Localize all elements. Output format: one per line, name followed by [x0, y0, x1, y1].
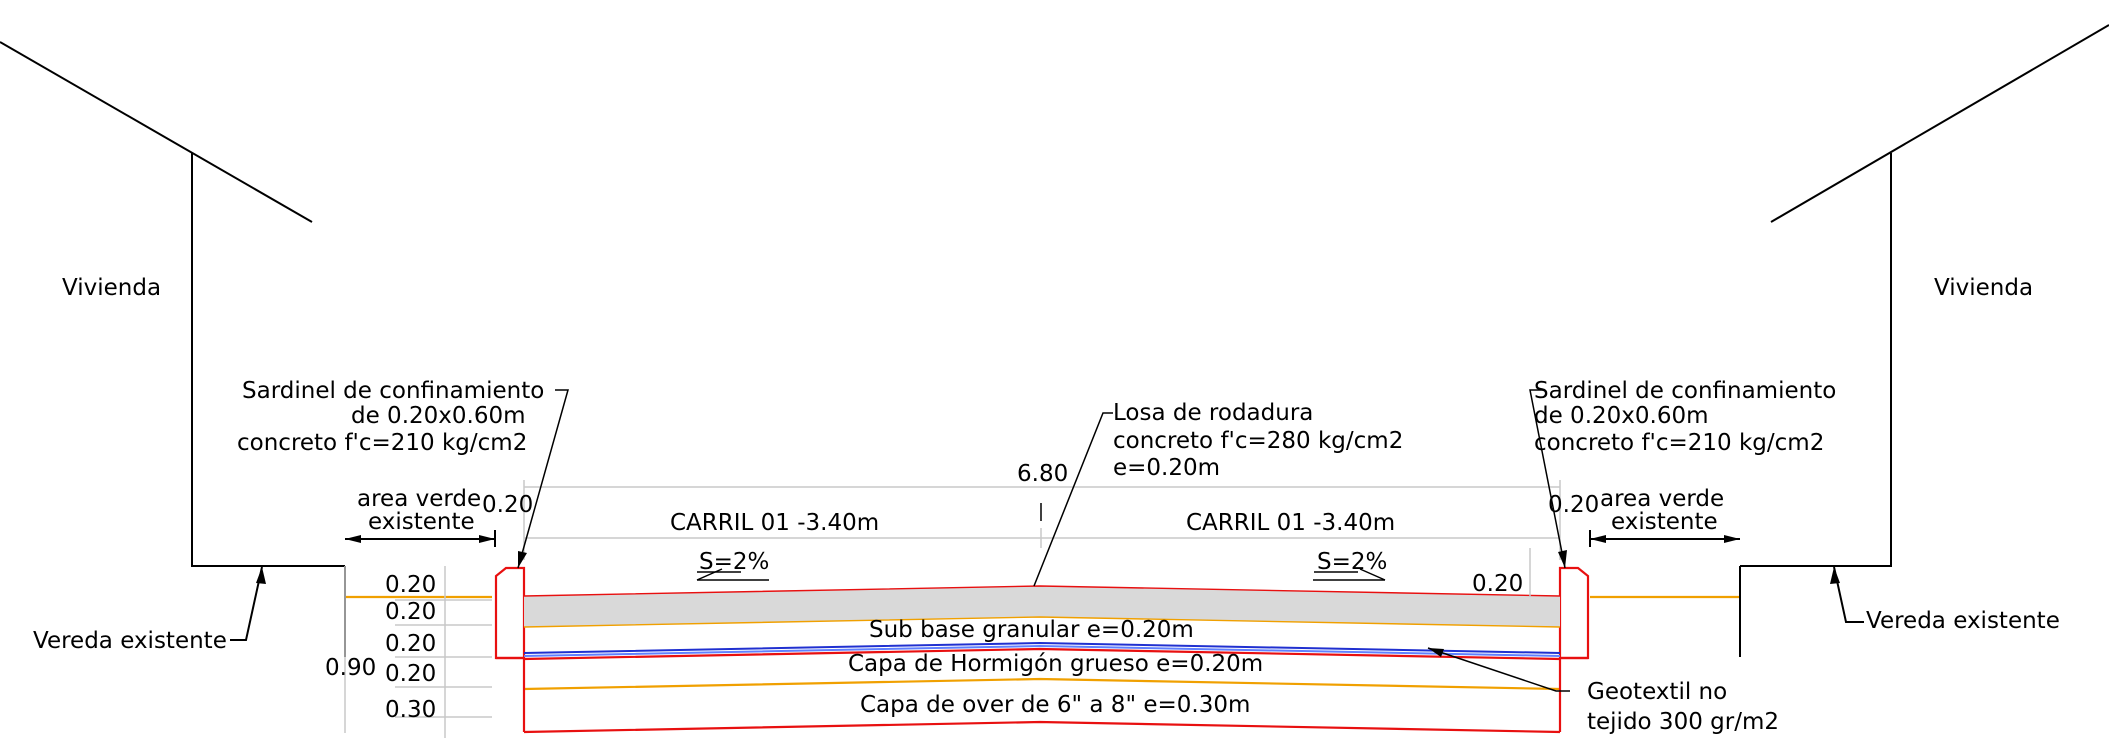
curb-left: [494, 566, 526, 660]
layer-depth-2: 0.20: [385, 599, 436, 625]
layer-right-depth: 0.20: [1472, 571, 1523, 597]
area-verde-left-line2: existente: [368, 509, 475, 535]
geotextile-layer: [496, 647, 1588, 661]
layer-depth-4: 0.20: [385, 661, 436, 687]
vereda-left-leader: [230, 566, 266, 641]
hormigon-label: Capa de Hormigón grueso e=0.20m: [848, 651, 1263, 677]
area-verde-left-line1: area verde: [357, 486, 481, 512]
vereda-right-label: Vereda existente: [1866, 608, 2060, 634]
curb-right-width: 0.20: [1548, 492, 1599, 518]
area-verde-right-line1: area verde: [1600, 486, 1724, 512]
curb-left-width: 0.20: [482, 492, 533, 518]
total-width-value: 6.80: [1017, 461, 1068, 487]
slope-left-label: S=2%: [699, 549, 769, 575]
green-area-right: [1589, 530, 1741, 657]
layer-depth-3: 0.20: [385, 631, 436, 657]
pavement-slab: [523, 585, 1561, 628]
sardinel-right-leader: [1529, 389, 1567, 569]
geotextil-line1: Geotextil no: [1587, 679, 1727, 705]
losa-leader: [1033, 412, 1113, 587]
total-depth-value: 0.90: [325, 655, 376, 681]
geotextil-line2: tejido 300 gr/m2: [1587, 709, 1779, 735]
losa-line1: Losa de rodadura: [1113, 400, 1313, 426]
vereda-left-label: Vereda existente: [33, 628, 227, 654]
slope-right-label: S=2%: [1317, 549, 1387, 575]
sardinel-left-line2: de 0.20x0.60m: [351, 403, 526, 429]
carril-right-label: CARRIL 01 -3.40m: [1186, 510, 1395, 536]
area-verde-right-line2: existente: [1611, 509, 1718, 535]
layer-depth-1: 0.20: [385, 572, 436, 598]
house-left: [0, 41, 345, 567]
curb-right: [1558, 566, 1590, 660]
sub-base-layer: [523, 641, 1561, 657]
layer-depth-5: 0.30: [385, 697, 436, 723]
sardinel-right-line1: Sardinel de confinamiento: [1534, 378, 1836, 404]
house-right: [1740, 24, 2109, 567]
sardinel-right-line3: concreto f'c=210 kg/cm2: [1534, 430, 1824, 456]
vivienda-right-label: Vivienda: [1934, 275, 2033, 301]
sardinel-left-leader: [517, 389, 569, 569]
slope-marker-left: [696, 568, 769, 581]
sub-base-label: Sub base granular e=0.20m: [869, 617, 1194, 643]
vivienda-left-label: Vivienda: [62, 275, 161, 301]
over-label: Capa de over de 6" a 8" e=0.30m: [860, 692, 1250, 718]
geotextil-leader: [1427, 647, 1570, 692]
vereda-right-leader: [1830, 566, 1864, 623]
carril-left-label: CARRIL 01 -3.40m: [670, 510, 879, 536]
slope-marker-right: [1313, 568, 1386, 581]
losa-line2: concreto f'c=280 kg/cm2: [1113, 428, 1403, 454]
losa-line3: e=0.20m: [1113, 455, 1220, 481]
lane-dimension: [524, 503, 1560, 548]
sardinel-left-line1: Sardinel de confinamiento: [242, 378, 544, 404]
depth-dimension-lines: [344, 548, 1531, 738]
hormigon-layer: [523, 677, 1561, 691]
sardinel-right-line2: de 0.20x0.60m: [1534, 403, 1709, 429]
over-layer: [522, 659, 1562, 734]
sardinel-left-line3: concreto f'c=210 kg/cm2: [237, 430, 527, 456]
